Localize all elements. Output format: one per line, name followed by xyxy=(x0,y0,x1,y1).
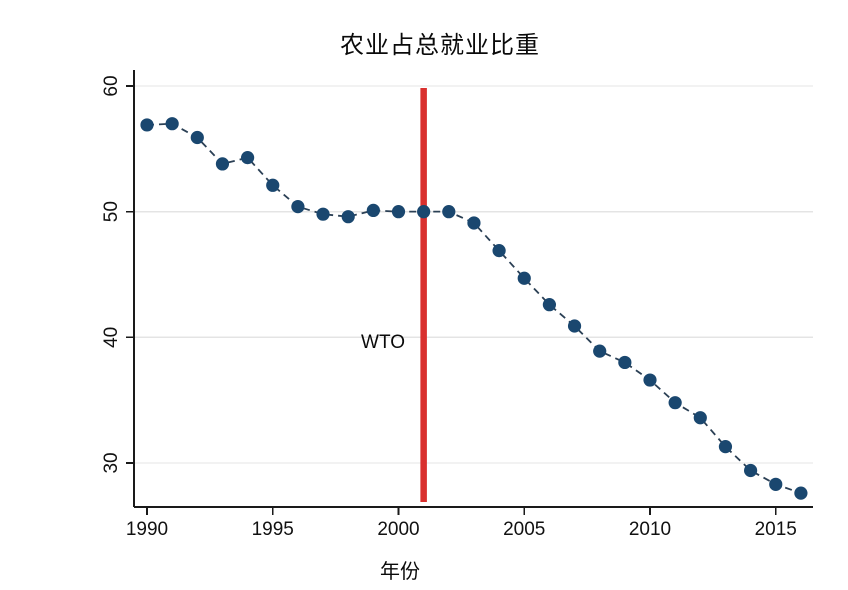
x-tick-label-1995: 1995 xyxy=(252,519,294,540)
data-point-1991 xyxy=(165,117,179,131)
data-point-2002 xyxy=(442,205,456,219)
data-point-2008 xyxy=(593,344,607,358)
y-tick-label-60: 60 xyxy=(101,75,122,96)
data-point-2014 xyxy=(744,463,758,478)
data-point-1992 xyxy=(190,130,204,145)
data-point-2005 xyxy=(517,271,531,285)
data-point-2016 xyxy=(794,486,808,500)
data-point-2003 xyxy=(467,216,481,230)
data-point-2015 xyxy=(769,477,783,491)
data-point-1995 xyxy=(266,178,280,192)
x-tick-label-2015: 2015 xyxy=(755,519,797,540)
data-point-2010 xyxy=(643,373,657,387)
data-point-2001 xyxy=(417,205,431,219)
data-point-1996 xyxy=(291,200,305,214)
data-point-1999 xyxy=(366,203,380,218)
data-point-2006 xyxy=(542,298,557,312)
data-point-1997 xyxy=(316,207,330,221)
data-point-1994 xyxy=(241,151,255,165)
data-point-2007 xyxy=(567,319,582,333)
data-point-2009 xyxy=(618,355,632,370)
data-point-2004 xyxy=(492,244,506,258)
x-tick-label-2005: 2005 xyxy=(503,519,545,540)
wto-annotation-label: WTO xyxy=(361,332,405,353)
x-tick-label-2000: 2000 xyxy=(377,519,419,540)
y-tick-label-30: 30 xyxy=(101,452,122,473)
data-point-2000 xyxy=(391,205,406,219)
data-point-2013 xyxy=(718,440,733,454)
x-tick-label-2010: 2010 xyxy=(629,519,671,540)
chart-title: 农业占总就业比重 xyxy=(340,32,540,59)
x-axis-title: 年份 xyxy=(380,561,420,583)
data-point-1990 xyxy=(140,118,154,132)
data-point-2011 xyxy=(668,396,682,410)
y-tick-label-50: 50 xyxy=(101,201,122,222)
data-point-2012 xyxy=(693,411,707,425)
data-point-1998 xyxy=(341,210,355,224)
x-tick-label-1990: 1990 xyxy=(126,519,168,540)
y-tick-label-40: 40 xyxy=(101,327,122,348)
data-point-1993 xyxy=(215,157,230,171)
series-dashed-line xyxy=(146,122,802,494)
